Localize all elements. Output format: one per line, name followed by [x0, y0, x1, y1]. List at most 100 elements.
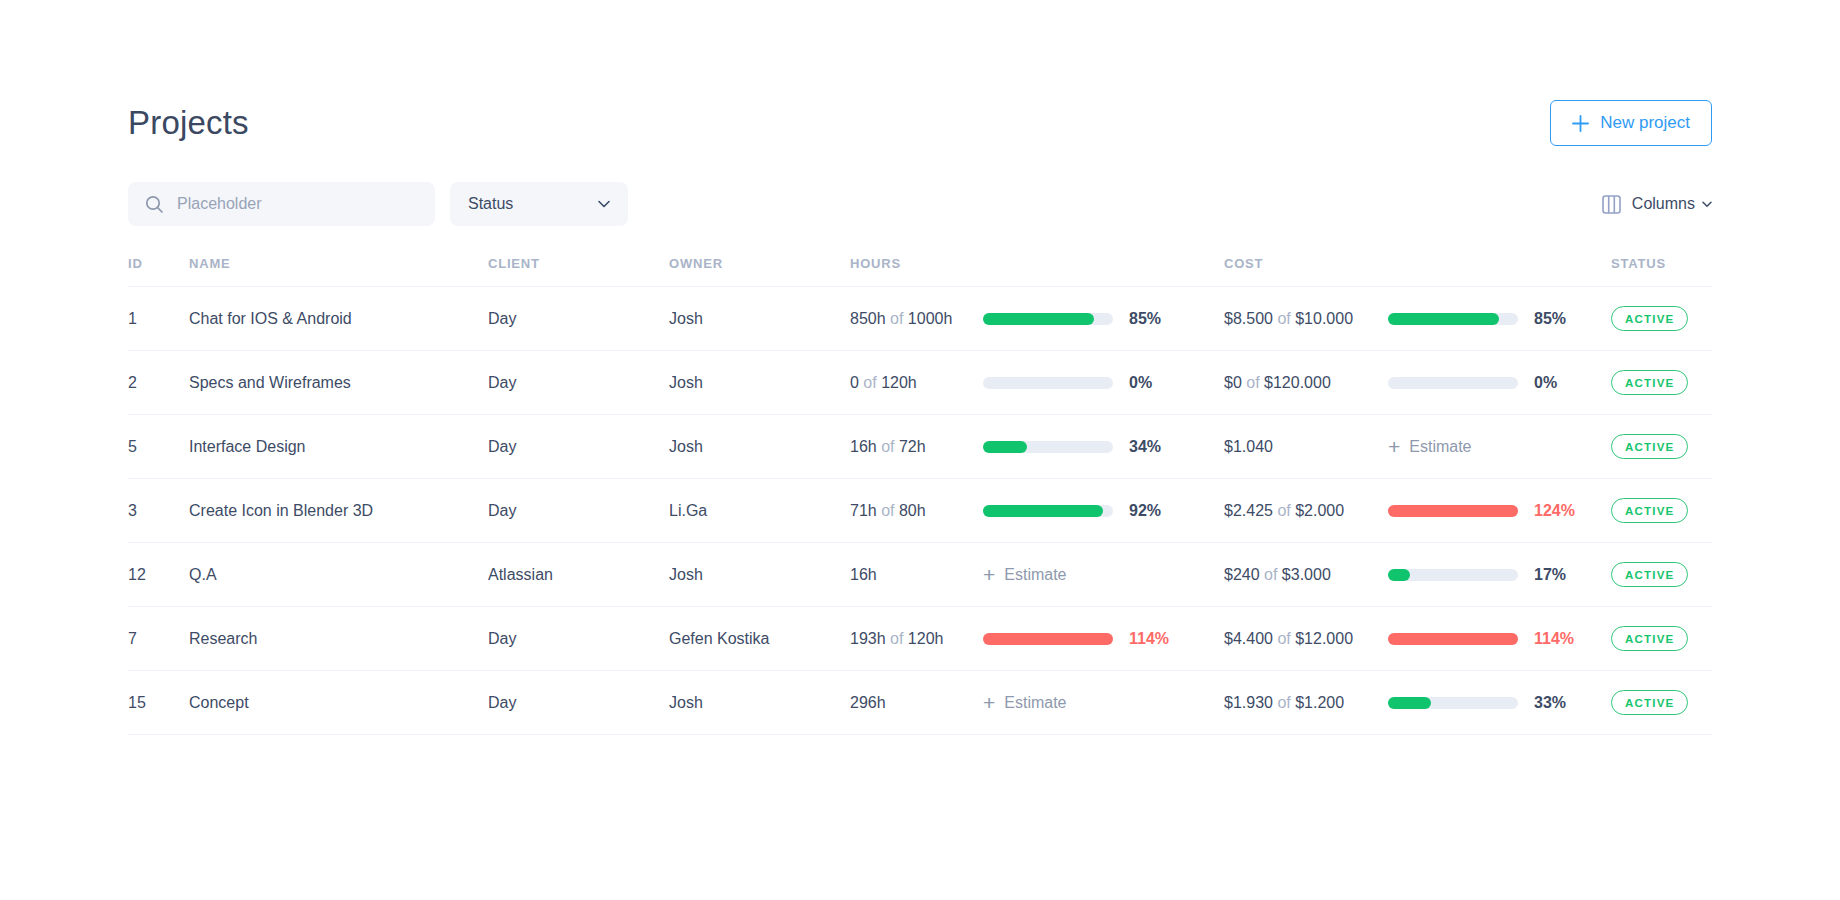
cell-hours: 193h of 120h 114%: [850, 630, 1224, 648]
cell-name: Specs and Wireframes: [189, 374, 488, 392]
table-row[interactable]: 12 Q.A Atlassian Josh 16h + Estimate $24…: [128, 543, 1712, 607]
cell-status: ACTIVE: [1611, 370, 1712, 395]
header-cost: COST: [1224, 256, 1611, 271]
cost-percent: 124%: [1534, 502, 1575, 520]
hours-total: 1000h: [908, 310, 953, 327]
hours-total: 120h: [881, 374, 917, 391]
table-row[interactable]: 3 Create Icon in Blender 3D Day Li.Ga 71…: [128, 479, 1712, 543]
table-row[interactable]: 15 Concept Day Josh 296h + Estimate $1.9…: [128, 671, 1712, 735]
cost-percent: 17%: [1534, 566, 1566, 584]
cost-progress: 124%: [1388, 502, 1575, 520]
hours-value: 193h: [850, 630, 886, 647]
hours-percent: 114%: [1129, 630, 1169, 648]
status-badge: ACTIVE: [1611, 562, 1688, 587]
status-badge: ACTIVE: [1611, 370, 1688, 395]
add-estimate-button[interactable]: + Estimate: [983, 564, 1067, 585]
cost-value: $2.425: [1224, 502, 1273, 519]
cell-client: Day: [488, 374, 669, 392]
estimate-label: Estimate: [1004, 566, 1066, 584]
cell-name: Concept: [189, 694, 488, 712]
progress-fill: [983, 313, 1094, 325]
progress-fill: [1388, 313, 1499, 325]
progress-track: [1388, 633, 1518, 645]
table-row[interactable]: 5 Interface Design Day Josh 16h of 72h 3…: [128, 415, 1712, 479]
cost-value: $1.930: [1224, 694, 1273, 711]
hours-of: of: [863, 374, 876, 391]
cell-status: ACTIVE: [1611, 498, 1712, 523]
search-input[interactable]: [177, 195, 418, 213]
new-project-button[interactable]: New project: [1550, 100, 1712, 146]
status-filter-label: Status: [468, 195, 513, 213]
cell-id: 12: [128, 566, 189, 584]
table-row[interactable]: 2 Specs and Wireframes Day Josh 0 of 120…: [128, 351, 1712, 415]
cell-hours: 850h of 1000h 85%: [850, 310, 1224, 328]
progress-track: [1388, 377, 1518, 389]
cell-cost: $8.500 of $10.000 85%: [1224, 310, 1611, 328]
status-badge: ACTIVE: [1611, 690, 1688, 715]
hours-total: 80h: [899, 502, 926, 519]
hours-total: 72h: [899, 438, 926, 455]
header-hours: HOURS: [850, 256, 1224, 271]
hours-percent: 0%: [1129, 374, 1152, 392]
progress-fill: [1388, 633, 1518, 645]
cell-hours: 0 of 120h 0%: [850, 374, 1224, 392]
cell-id: 1: [128, 310, 189, 328]
cost-percent: 114%: [1534, 630, 1574, 648]
cell-cost: $240 of $3.000 17%: [1224, 566, 1611, 584]
cell-name: Q.A: [189, 566, 488, 584]
search-box[interactable]: [128, 182, 435, 226]
progress-fill: [983, 505, 1103, 517]
columns-dropdown[interactable]: Columns: [1602, 195, 1712, 214]
cell-client: Atlassian: [488, 566, 669, 584]
add-estimate-button[interactable]: + Estimate: [1388, 436, 1472, 457]
cost-progress: 85%: [1388, 310, 1566, 328]
status-filter-dropdown[interactable]: Status: [450, 182, 628, 226]
status-badge: ACTIVE: [1611, 306, 1688, 331]
page-header: Projects New project: [128, 100, 1712, 146]
cost-value: $0: [1224, 374, 1242, 391]
cell-client: Day: [488, 438, 669, 456]
cost-of: of: [1277, 630, 1290, 647]
hours-value: 16h: [850, 438, 877, 455]
cell-id: 5: [128, 438, 189, 456]
cost-total: $10.000: [1295, 310, 1353, 327]
cost-of: of: [1277, 310, 1290, 327]
cell-client: Day: [488, 630, 669, 648]
table-header-row: ID NAME CLIENT OWNER HOURS COST STATUS: [128, 256, 1712, 287]
hours-total: 120h: [908, 630, 944, 647]
cost-value: $8.500: [1224, 310, 1273, 327]
hours-value: 850h: [850, 310, 886, 327]
add-estimate-button[interactable]: + Estimate: [983, 692, 1067, 713]
header-owner: OWNER: [669, 256, 850, 271]
cell-id: 15: [128, 694, 189, 712]
cell-cost: $1.040 + Estimate: [1224, 436, 1611, 457]
cost-percent: 33%: [1534, 694, 1566, 712]
cost-total: $12.000: [1295, 630, 1353, 647]
estimate-label: Estimate: [1004, 694, 1066, 712]
cell-hours: 71h of 80h 92%: [850, 502, 1224, 520]
cell-status: ACTIVE: [1611, 626, 1712, 651]
hours-value: 0: [850, 374, 859, 391]
header-id: ID: [128, 256, 189, 271]
table-row[interactable]: 1 Chat for IOS & Android Day Josh 850h o…: [128, 287, 1712, 351]
columns-icon: [1602, 195, 1621, 214]
cell-name: Research: [189, 630, 488, 648]
cell-owner: Josh: [669, 438, 850, 456]
progress-fill: [1388, 569, 1410, 581]
cost-progress: 0%: [1388, 374, 1557, 392]
cell-status: ACTIVE: [1611, 306, 1712, 331]
cost-progress: 33%: [1388, 694, 1566, 712]
hours-of: of: [881, 502, 894, 519]
cell-hours: 16h of 72h 34%: [850, 438, 1224, 456]
plus-icon: +: [1388, 436, 1400, 457]
cost-value: $240: [1224, 566, 1260, 583]
cost-total: $1.200: [1295, 694, 1344, 711]
hours-value: 71h: [850, 502, 877, 519]
cell-id: 7: [128, 630, 189, 648]
cost-of: of: [1277, 502, 1290, 519]
columns-label: Columns: [1632, 195, 1695, 213]
table-row[interactable]: 7 Research Day Gefen Kostika 193h of 120…: [128, 607, 1712, 671]
hours-percent: 92%: [1129, 502, 1161, 520]
progress-track: [983, 441, 1113, 453]
hours-progress: 92%: [983, 502, 1161, 520]
